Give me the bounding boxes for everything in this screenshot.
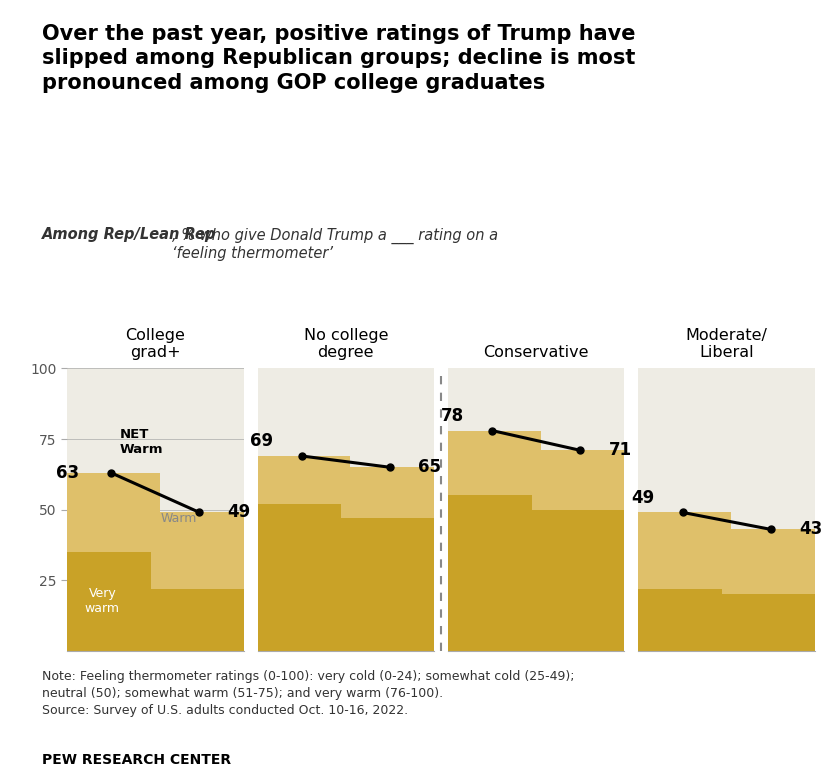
Title: Moderate/
Liberal: Moderate/ Liberal [685,328,768,361]
Text: 69: 69 [250,432,274,450]
Title: No college
degree: No college degree [303,328,388,361]
Bar [634,513,731,589]
Text: Among Rep/Lean Rep: Among Rep/Lean Rep [42,227,217,242]
Bar [151,513,248,589]
Text: PEW RESEARCH CENTER: PEW RESEARCH CENTER [42,753,231,767]
Text: Very
warm: Very warm [85,587,120,615]
Bar [722,529,819,594]
Bar [341,518,438,651]
Bar [722,594,819,651]
Bar [253,504,350,651]
Text: 65: 65 [418,459,441,476]
Bar [63,552,160,651]
Title: Conservative: Conservative [484,346,589,361]
Text: 43: 43 [799,521,822,539]
Bar [532,510,629,651]
Text: 49: 49 [631,488,654,506]
Text: 71: 71 [608,441,632,459]
Bar [634,589,731,651]
Text: 78: 78 [441,407,464,425]
Text: Over the past year, positive ratings of Trump have
slipped among Republican grou: Over the past year, positive ratings of … [42,24,636,93]
Bar [151,589,248,651]
Bar [341,467,438,518]
Title: College
grad+: College grad+ [125,328,186,361]
Text: Note: Feeling thermometer ratings (0-100): very cold (0-24); somewhat cold (25-4: Note: Feeling thermometer ratings (0-100… [42,670,575,717]
Text: , % who give Donald Trump a ___ rating on a
‘feeling thermometer’: , % who give Donald Trump a ___ rating o… [172,227,498,261]
Bar [253,456,350,504]
Text: 49: 49 [228,503,251,521]
Text: NET
Warm: NET Warm [120,428,164,456]
Bar [63,473,160,552]
Bar [444,430,541,495]
Text: Warm: Warm [160,512,197,524]
Text: 63: 63 [56,464,80,482]
Bar [532,450,629,510]
Bar [444,495,541,651]
